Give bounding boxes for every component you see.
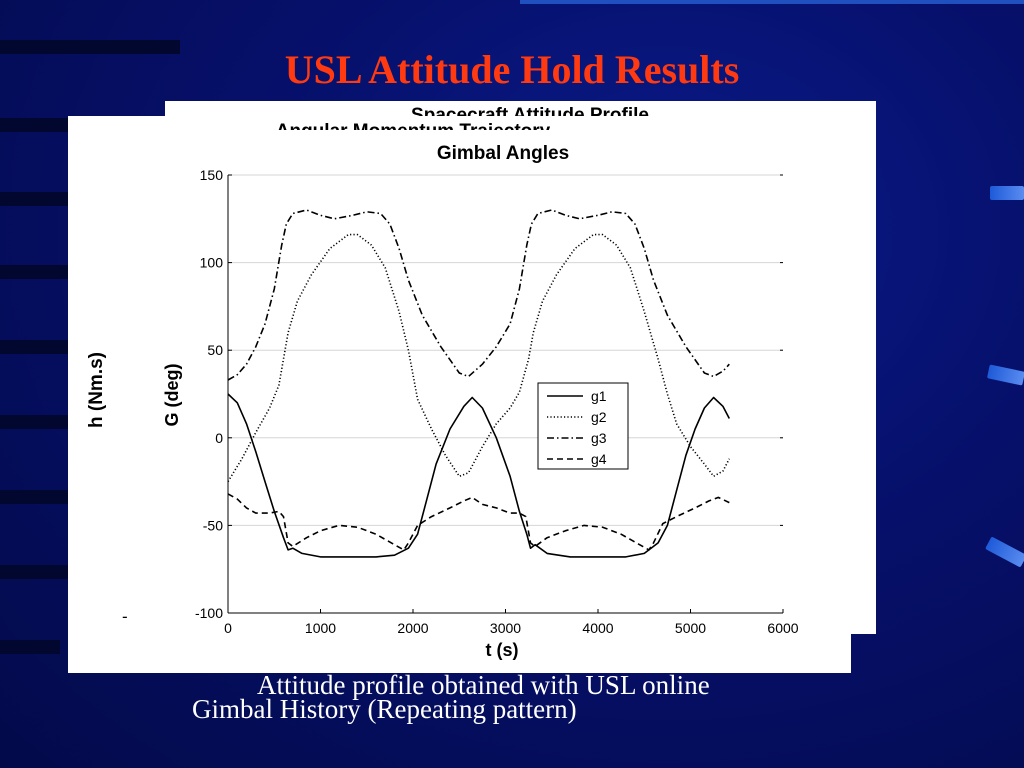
series-line-g1	[227, 393, 731, 558]
series-layer	[227, 209, 731, 558]
x-axis-label: t (s)	[486, 640, 519, 660]
legend-label-g2: g2	[591, 409, 607, 425]
x-tick-label: 6000	[767, 620, 798, 636]
accent-dash	[985, 536, 1024, 568]
accent-dash	[990, 186, 1024, 200]
y-axis-label: G (deg)	[162, 364, 182, 427]
caption-gimbal-history: Gimbal History (Repeating pattern)	[192, 694, 577, 724]
x-tick-label: 3000	[490, 620, 521, 636]
background-stripe	[0, 640, 60, 654]
axis-layer: -100 -50 0 50 100 150 0 1000 2000 3000 4000 5000 600…	[195, 167, 799, 636]
y-tick-label: 50	[207, 342, 223, 358]
x-tick-label: 4000	[582, 620, 613, 636]
legend-box	[537, 382, 629, 470]
legend-label-g1: g1	[591, 388, 607, 404]
y-tick-label: 100	[200, 255, 224, 271]
background-stripe	[0, 40, 180, 54]
series-line-g4	[227, 493, 730, 551]
momentum-ylabel: h (Nm.s)	[86, 352, 107, 428]
series-line-g2	[227, 233, 731, 483]
background-stripe	[520, 0, 1024, 4]
y-tick-label: -50	[203, 517, 223, 533]
x-tick-label: 5000	[675, 620, 706, 636]
y-tick-label: 0	[215, 430, 223, 446]
gimbal-angles-chart: Gimbal Angles -100 -50 0 50 100 150 0 1000 2000 3…	[162, 143, 799, 660]
grid-layer	[228, 174, 783, 614]
y-tick-label: 150	[200, 167, 224, 183]
chart-title: Gimbal Angles	[437, 143, 569, 164]
legend: g1 g2 g3 g4	[537, 382, 629, 470]
slide-title: USL Attitude Hold Results	[284, 47, 740, 92]
x-tick-label: 1000	[305, 620, 336, 636]
x-tick-label: 2000	[397, 620, 428, 636]
caption-attitude-profile: Attitude profile obtained with USL onlin…	[257, 670, 710, 700]
accent-dash	[986, 364, 1024, 386]
legend-label-g4: g4	[591, 451, 607, 467]
series-line-g3	[227, 209, 730, 381]
panel-gimbal-angles: Gimbal Angles -100 -50 0 50 100 150 0 1000 2000 3…	[128, 130, 840, 660]
x-tick-label: 0	[224, 620, 232, 636]
legend-label-g3: g3	[591, 430, 607, 446]
y-tick-label: -100	[195, 605, 223, 621]
